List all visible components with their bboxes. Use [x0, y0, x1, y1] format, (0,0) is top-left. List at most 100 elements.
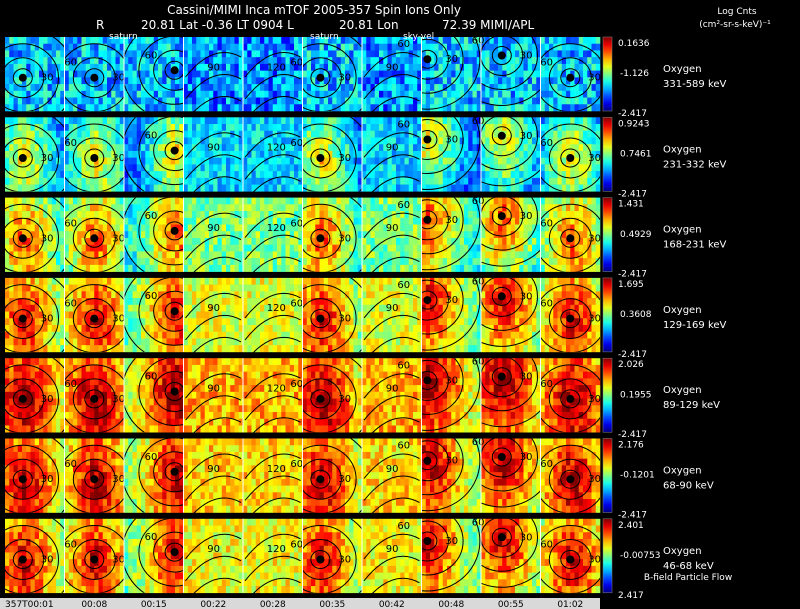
heatmap-cell	[136, 84, 142, 92]
heatmap-cell	[187, 70, 193, 78]
heatmap-cell	[353, 50, 359, 58]
heatmap-cell	[383, 37, 388, 45]
heatmap-cell	[438, 197, 444, 205]
heatmap-cell	[519, 97, 524, 105]
heatmap-cell	[124, 184, 129, 192]
heatmap-cell	[289, 264, 295, 272]
heatmap-cell	[179, 157, 184, 165]
heatmap-cell	[285, 63, 291, 71]
heatmap-cell	[166, 258, 172, 266]
heatmap-cell	[476, 104, 482, 112]
heatmap-cell	[209, 117, 214, 125]
heatmap-cell	[472, 57, 478, 65]
heatmap-cell	[73, 231, 78, 239]
heatmap-cell	[510, 258, 516, 266]
heatmap-cell	[221, 90, 227, 98]
heatmap-cell	[158, 184, 163, 192]
heatmap-cell	[260, 84, 265, 92]
heatmap-cell	[68, 137, 74, 145]
heatmap-cell	[81, 43, 87, 51]
heatmap-cell	[9, 70, 14, 78]
heatmap-cell	[183, 264, 189, 272]
heatmap-cell	[472, 137, 478, 145]
heatmap-cell	[34, 117, 40, 125]
heatmap-cell	[400, 171, 405, 179]
heatmap-cell	[111, 84, 116, 92]
heatmap-cell	[30, 291, 36, 299]
heatmap-cell	[230, 204, 235, 212]
heatmap-cell	[442, 177, 448, 185]
heatmap-cell	[281, 224, 286, 232]
heatmap-cell	[9, 264, 14, 272]
heatmap-cell	[247, 224, 252, 232]
heatmap-cell	[468, 137, 473, 145]
heatmap-cell	[553, 197, 558, 205]
heatmap-cell	[447, 63, 452, 71]
heatmap-cell	[400, 63, 405, 71]
heatmap-cell	[47, 50, 53, 58]
heatmap-cell	[583, 84, 588, 92]
heatmap-cell	[391, 251, 397, 259]
heatmap-cell	[247, 177, 252, 185]
heatmap-cell	[447, 130, 452, 138]
heatmap-cell	[90, 164, 95, 172]
heatmap-cell	[566, 177, 571, 185]
heatmap-cell	[107, 50, 112, 58]
heatmap-cell	[26, 90, 31, 98]
heatmap-cell	[56, 144, 61, 152]
heatmap-cell	[591, 244, 597, 252]
heatmap-cell	[22, 291, 27, 299]
heatmap-cell	[22, 104, 27, 112]
heatmap-cell	[217, 37, 223, 45]
heatmap-cell	[510, 224, 516, 232]
heatmap-cell	[111, 77, 116, 85]
heatmap-cell	[578, 63, 584, 71]
heatmap-cell	[595, 171, 601, 179]
heatmap-cell	[519, 144, 524, 152]
heatmap-cell	[451, 84, 456, 92]
contour-line	[5, 137, 45, 179]
heatmap-cell	[519, 150, 524, 158]
heatmap-cell	[523, 251, 529, 259]
heatmap-cell	[578, 90, 584, 98]
heatmap-cell	[498, 63, 503, 71]
heatmap-cell	[81, 77, 87, 85]
heatmap-cell	[515, 251, 520, 259]
heatmap-cell	[383, 90, 388, 98]
heatmap-cell	[481, 63, 486, 71]
heatmap-cell	[553, 37, 558, 45]
heatmap-cell	[591, 157, 597, 165]
heatmap-cell	[213, 217, 218, 225]
heatmap-cell	[30, 50, 36, 58]
heatmap-cell	[536, 37, 541, 45]
heatmap-cell	[64, 244, 70, 252]
heatmap-cell	[498, 37, 503, 45]
heatmap-cell	[289, 237, 295, 245]
heatmap-cell	[81, 63, 87, 71]
contour-line	[481, 117, 538, 171]
heatmap-cell	[136, 117, 142, 125]
heatmap-cell	[17, 197, 23, 205]
heatmap-cell	[43, 338, 48, 346]
heatmap-cell	[540, 57, 546, 65]
saturn-marker	[497, 51, 506, 60]
heatmap-cell	[77, 57, 82, 65]
heatmap-cell	[145, 211, 150, 219]
heatmap-cell	[47, 318, 53, 326]
heatmap-cell	[5, 144, 10, 152]
heatmap-cell	[149, 130, 155, 138]
heatmap-cell	[22, 50, 27, 58]
heatmap-cell	[464, 117, 469, 125]
heatmap-cell	[323, 211, 329, 219]
heatmap-cell	[574, 144, 580, 152]
heatmap-cell	[366, 164, 371, 172]
heatmap-cell	[349, 244, 354, 252]
heatmap-cell	[319, 177, 325, 185]
heatmap-cell	[391, 70, 397, 78]
heatmap-cell	[587, 90, 592, 98]
heatmap-cell	[336, 124, 342, 132]
heatmap-cell	[540, 137, 546, 145]
heatmap-cell	[311, 77, 316, 85]
heatmap-cell	[455, 251, 461, 259]
